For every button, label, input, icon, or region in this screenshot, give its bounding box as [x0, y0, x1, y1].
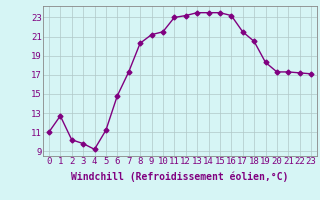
X-axis label: Windchill (Refroidissement éolien,°C): Windchill (Refroidissement éolien,°C): [71, 172, 289, 182]
